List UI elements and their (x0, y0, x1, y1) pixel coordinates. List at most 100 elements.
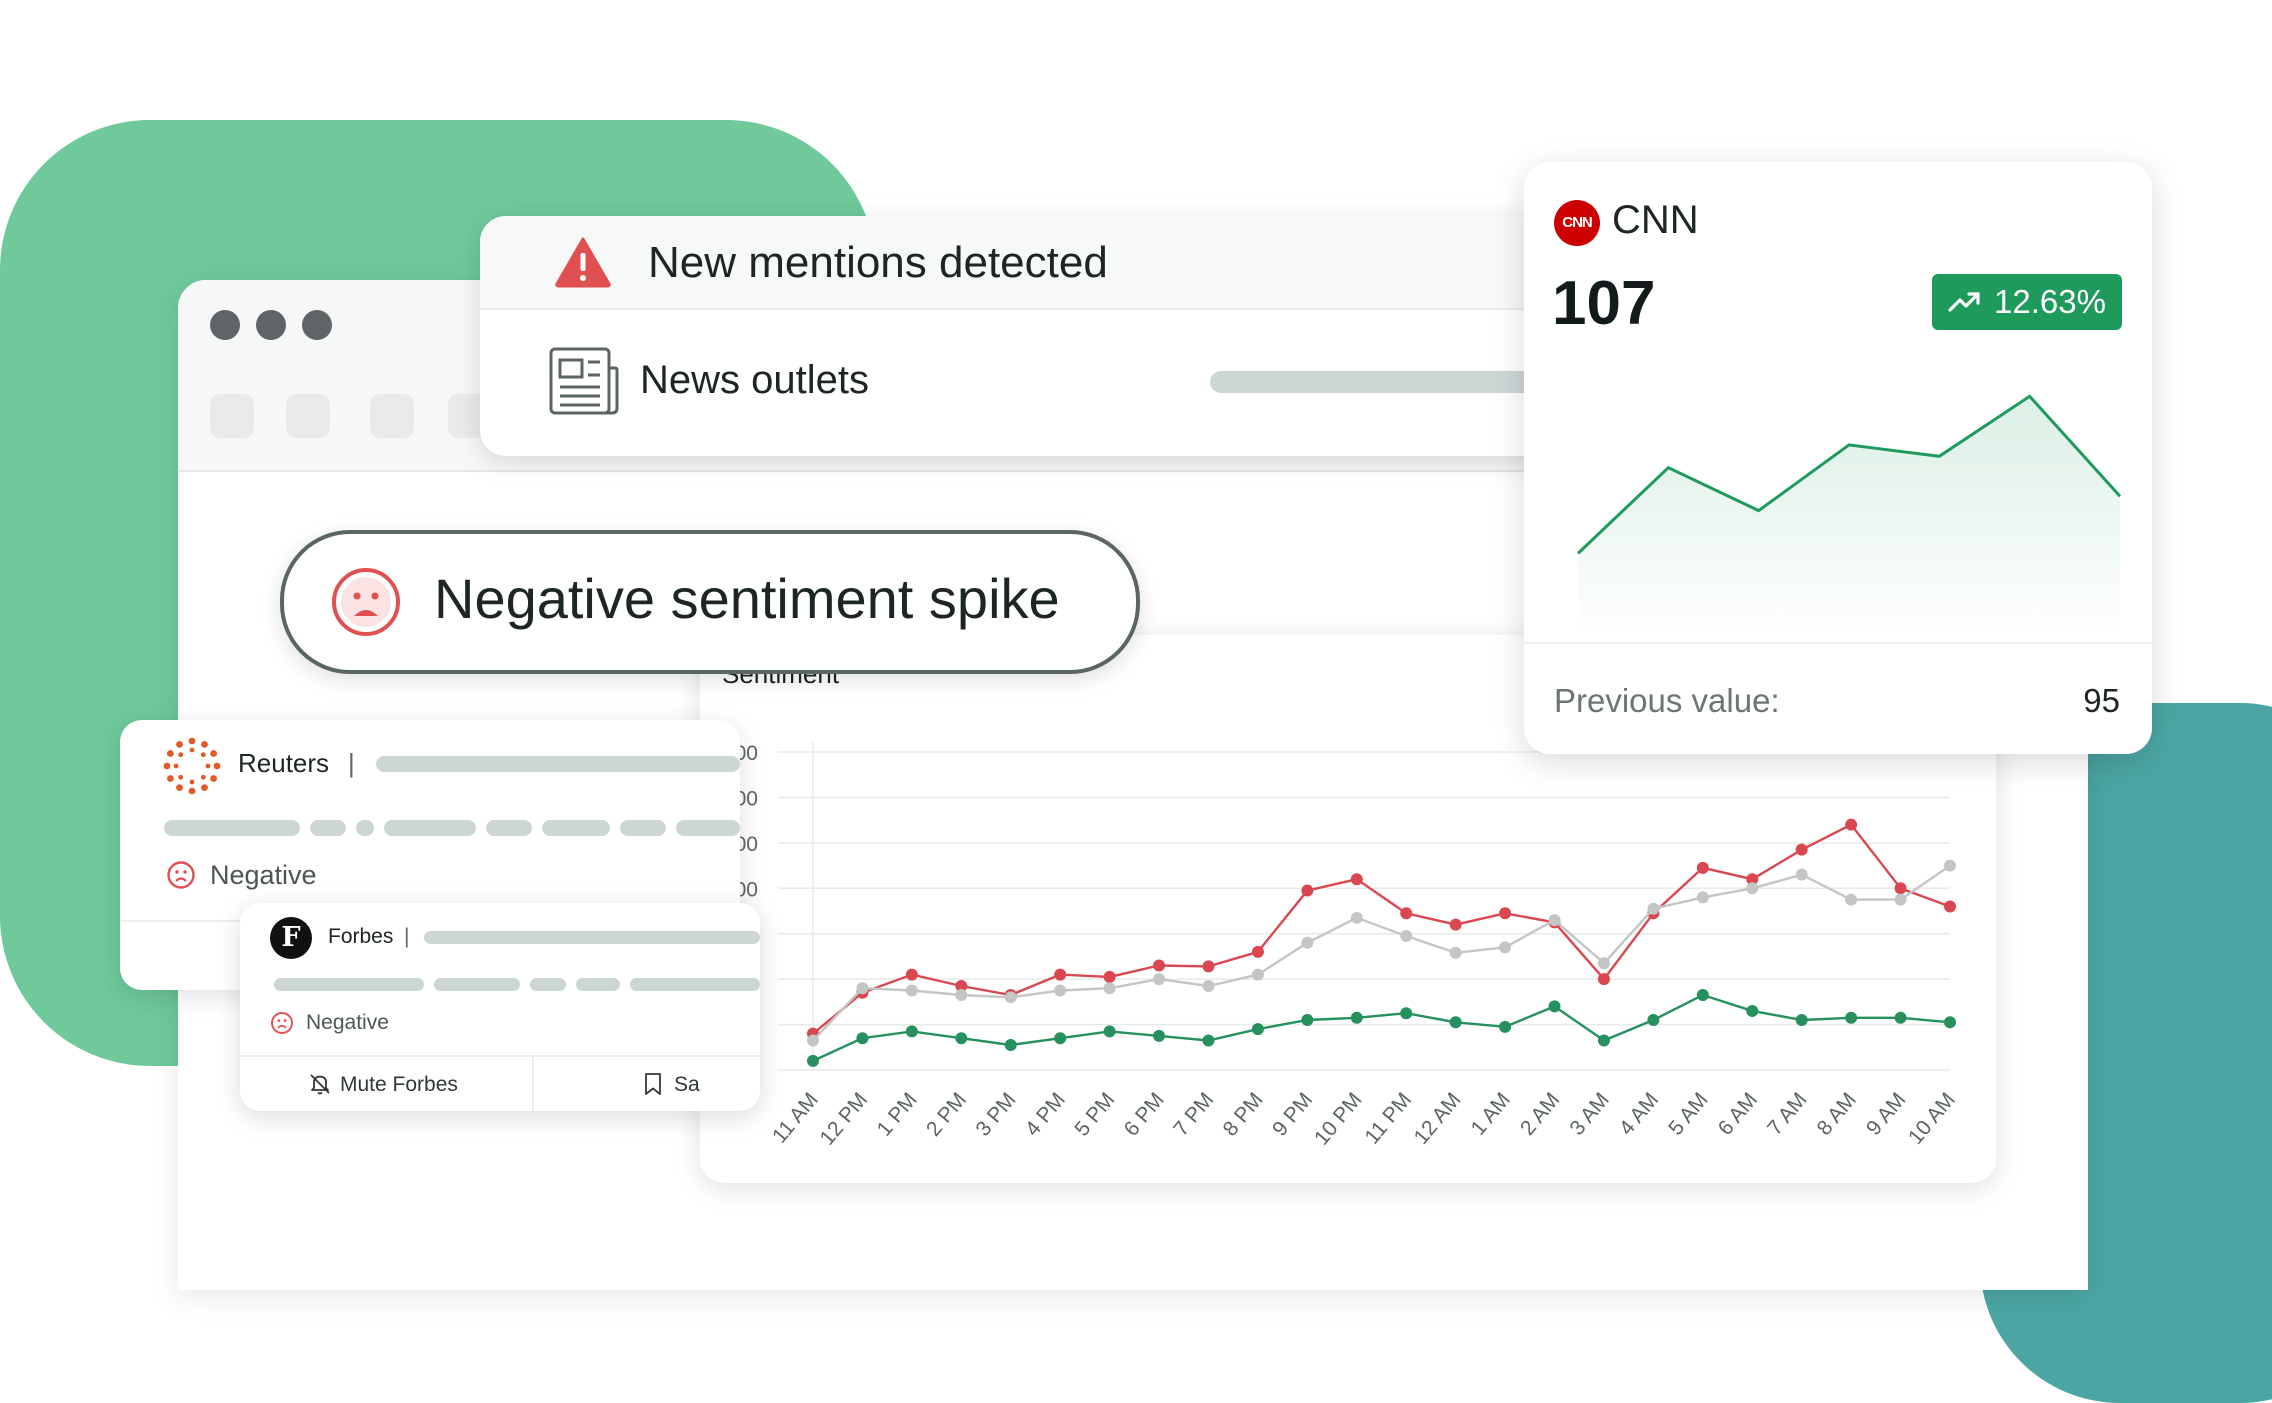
toolbar-button[interactable] (210, 394, 254, 438)
x-tick-label: 4 PM (1021, 1088, 1070, 1140)
data-point (1944, 859, 1956, 872)
placeholder-line (542, 820, 610, 836)
data-point (1400, 1007, 1413, 1020)
x-tick-label: 1 PM (873, 1088, 922, 1140)
new-mentions-header: New mentions detected (480, 216, 1600, 310)
forbes-source-name: Forbes (328, 925, 394, 948)
window-dot-minimize[interactable] (256, 310, 286, 340)
x-tick-label: 2 AM (1516, 1088, 1564, 1139)
x-tick-label: 2 PM (922, 1088, 971, 1140)
reuters-source-name: Reuters (238, 748, 330, 778)
divider (1524, 642, 2152, 644)
data-point (1054, 968, 1067, 981)
bookmark-icon (645, 1073, 661, 1095)
data-point (1153, 1029, 1166, 1042)
placeholder-line (164, 820, 300, 836)
data-point (1795, 1014, 1808, 1027)
toolbar-button[interactable] (286, 394, 330, 438)
x-tick-label: 4 AM (1615, 1088, 1663, 1139)
data-point (1696, 891, 1709, 904)
data-point (1202, 979, 1215, 992)
toolbar-button[interactable] (370, 394, 414, 438)
data-point (1597, 957, 1610, 970)
data-point (856, 982, 869, 995)
data-point (1054, 1032, 1067, 1045)
series-line (812, 823, 1951, 1035)
x-tick-label: 7 AM (1763, 1088, 1811, 1139)
data-point (1202, 960, 1215, 973)
cnn-source-name: CNN (1612, 198, 1699, 242)
mute-forbes-button[interactable]: Mute Forbes (308, 1069, 468, 1101)
cnn-mention-count: 107 (1552, 269, 1656, 338)
data-point (1251, 945, 1264, 958)
data-point (1301, 1014, 1314, 1027)
x-tick-label: 9 PM (1268, 1088, 1317, 1140)
window-dot-maximize[interactable] (302, 310, 332, 340)
forbes-sentiment-label: Negative (306, 1011, 389, 1034)
data-point (1350, 911, 1363, 924)
window-dot-close[interactable] (210, 310, 240, 340)
data-point (1647, 902, 1660, 915)
placeholder-line (356, 820, 374, 836)
x-tick-label: 5 AM (1664, 1088, 1712, 1139)
forbes-logo: F (270, 917, 312, 959)
x-tick-label: 7 PM (1169, 1088, 1218, 1140)
forbes-separator: | (404, 925, 410, 948)
data-point (1746, 1004, 1759, 1017)
x-tick-label: 8 AM (1813, 1088, 1861, 1139)
x-tick-label: 11 PM (1360, 1088, 1416, 1148)
data-point (1301, 936, 1314, 949)
trending-up-icon (1948, 292, 1980, 312)
data-point (807, 1054, 819, 1067)
data-point (955, 989, 968, 1002)
data-point (1103, 970, 1116, 983)
data-point (1696, 989, 1709, 1002)
save-button[interactable]: Sa (642, 1069, 760, 1101)
new-mentions-card[interactable]: New mentions detected News outlets (480, 216, 1600, 456)
data-point (1894, 893, 1907, 906)
data-point (955, 979, 968, 992)
x-tick-label: 5 PM (1070, 1088, 1119, 1140)
previous-value: 95 (2083, 682, 2120, 719)
mute-forbes-label: Mute Forbes (340, 1073, 458, 1096)
reuters-logo-icon (163, 737, 221, 795)
data-point (1548, 914, 1561, 927)
data-point (905, 984, 918, 997)
forbes-mention-card[interactable]: F Forbes | Negative Mute Forbes Sa (240, 903, 760, 1111)
x-tick-label: 3 PM (971, 1088, 1020, 1140)
trend-percent: 12.63% (1994, 283, 2106, 320)
data-point (1449, 946, 1462, 959)
data-point (807, 1034, 819, 1047)
data-point (1400, 907, 1413, 920)
data-point (955, 1032, 968, 1045)
sparkline-line (1576, 394, 2122, 555)
x-tick-label: 12 AM (1410, 1088, 1466, 1148)
data-point (1795, 868, 1808, 881)
sad-face-icon (332, 568, 400, 636)
cnn-sparkline (1576, 394, 2122, 637)
news-outlets-bar (1210, 371, 1570, 393)
data-point (1696, 861, 1709, 874)
sparkline-area (1578, 396, 2120, 637)
data-point (856, 1032, 869, 1045)
x-tick-label: 1 AM (1467, 1088, 1515, 1139)
data-point (1746, 882, 1759, 895)
placeholder-line (384, 820, 476, 836)
negative-sentiment-spike-alert[interactable]: Negative sentiment spike (280, 530, 1140, 674)
x-tick-label: 12 PM (816, 1088, 873, 1149)
data-point (1153, 973, 1166, 986)
sad-face-icon (167, 861, 195, 889)
data-point (905, 1025, 918, 1038)
data-point (1350, 873, 1363, 886)
data-point (1103, 982, 1116, 995)
data-point (1449, 918, 1462, 931)
reuters-title-placeholder (376, 756, 740, 772)
data-point (1845, 1011, 1858, 1024)
placeholder-line (630, 978, 760, 991)
previous-value-label: Previous value: (1554, 682, 1780, 719)
x-tick-label: 3 AM (1565, 1088, 1613, 1139)
data-point (1845, 818, 1858, 831)
news-outlets-label: News outlets (640, 358, 869, 402)
data-point (1301, 884, 1314, 897)
cnn-stat-card[interactable]: CNN CNN 107 12.63% Previous value: 95 (1524, 162, 2152, 754)
